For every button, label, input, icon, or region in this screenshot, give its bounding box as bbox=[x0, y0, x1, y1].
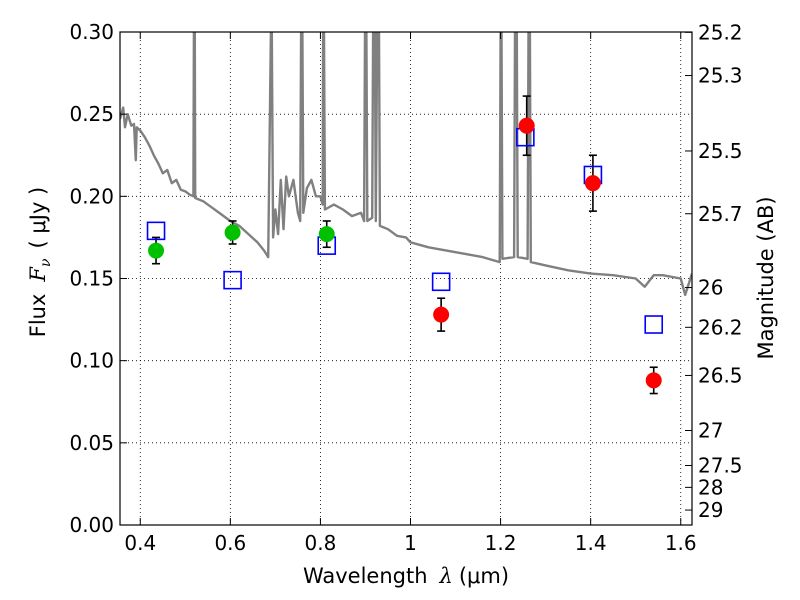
y2-tick-label: 26.5 bbox=[698, 363, 743, 387]
y-tick-label: 0.20 bbox=[69, 184, 114, 208]
y-tick-label: 0.25 bbox=[69, 102, 114, 126]
y2-tick-label: 27.5 bbox=[698, 454, 743, 478]
model-flux-square bbox=[644, 315, 664, 334]
y2-tick-label: 26.2 bbox=[698, 315, 743, 339]
y-axis-title-prefix: Flux bbox=[26, 294, 50, 338]
x-axis-title: Wavelength λ (μm) bbox=[303, 564, 509, 588]
flux-point bbox=[224, 224, 241, 241]
y2-tick-label: 26 bbox=[698, 276, 723, 300]
markers bbox=[146, 117, 664, 389]
y2-tick-label: 27 bbox=[698, 419, 723, 443]
x-tick-label: 1.4 bbox=[575, 531, 607, 555]
y2-tick-label: 25.2 bbox=[698, 20, 743, 44]
x-tick-label: 1.6 bbox=[665, 531, 697, 555]
y2-tick-label: 25.5 bbox=[698, 139, 743, 163]
flux-point bbox=[518, 117, 535, 134]
y2-tick-label: 25.3 bbox=[698, 64, 743, 88]
y2-tick-label: 25.7 bbox=[698, 202, 743, 226]
y2-tick-label: 29 bbox=[698, 498, 723, 522]
flux-point bbox=[645, 372, 662, 389]
y-axis-unit: ( μJy ) bbox=[26, 187, 50, 249]
y-axis-symbol-subscript: ν bbox=[38, 258, 54, 267]
x-axis-unit: (μm) bbox=[459, 564, 509, 588]
y2-axis-title: Magnitude (AB) bbox=[754, 196, 778, 359]
model-spectrum bbox=[120, 32, 692, 297]
model-flux-square bbox=[223, 270, 242, 290]
y-tick-label: 0.05 bbox=[69, 431, 114, 455]
y-tick-label: 0.00 bbox=[69, 513, 114, 537]
y-tick-label: 0.30 bbox=[69, 20, 114, 44]
plot-frame bbox=[119, 31, 693, 526]
spectrum-line bbox=[120, 32, 692, 297]
plot-background bbox=[120, 32, 692, 525]
y2-tick-label: 28 bbox=[698, 475, 723, 499]
x-tick-label: 1.2 bbox=[485, 531, 517, 555]
flux-point bbox=[433, 306, 450, 323]
flux-point bbox=[148, 242, 165, 259]
tick-labels: 0.4 0.6 0.8 1 1.2 1.4 1.6 0.00 0.05 0.10 0.15 0.20 0… bbox=[69, 20, 742, 555]
y-tick-label: 0.15 bbox=[69, 267, 114, 291]
flux-point bbox=[584, 175, 601, 192]
y-axis-symbol: F bbox=[26, 266, 50, 283]
x-axis-symbol: λ bbox=[439, 564, 453, 588]
x-tick-label: 1 bbox=[404, 531, 417, 555]
model-flux-square bbox=[146, 221, 166, 241]
y-axis-title: Flux Fν ( μJy ) bbox=[26, 187, 54, 337]
x-tick-label: 0.8 bbox=[305, 531, 337, 555]
x-tick-label: 0.6 bbox=[214, 531, 246, 555]
y-tick-label: 0.10 bbox=[69, 349, 114, 373]
x-axis-title-prefix: Wavelength bbox=[303, 564, 428, 588]
model-flux-square bbox=[431, 272, 451, 292]
flux-point bbox=[318, 226, 335, 243]
x-tick-label: 0.4 bbox=[124, 531, 156, 555]
